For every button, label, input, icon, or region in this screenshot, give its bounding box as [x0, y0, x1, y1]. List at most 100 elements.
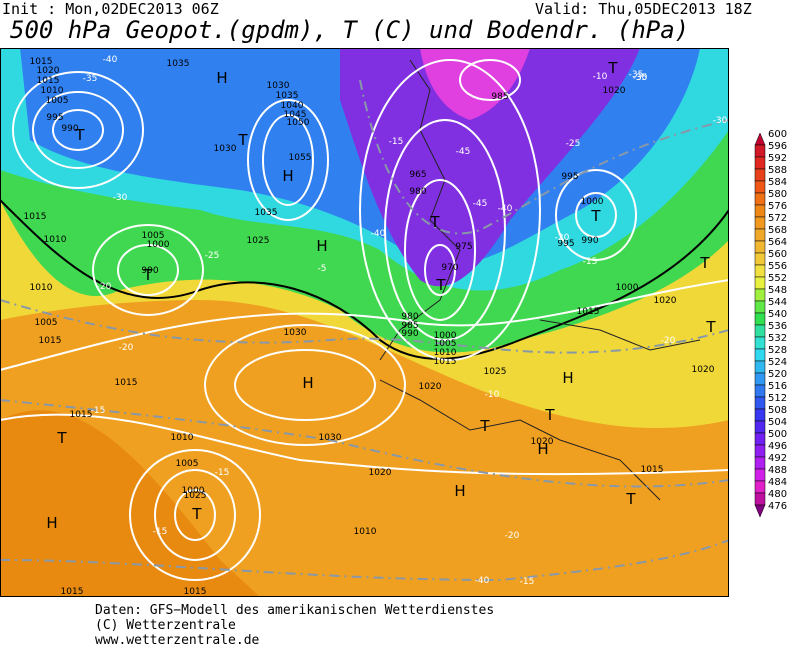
colorbar-cell	[754, 276, 766, 290]
isobar-label: 1020	[692, 365, 715, 375]
pressure-center: H	[454, 482, 465, 500]
isobar-label: 1050	[287, 118, 310, 128]
colorbar-label: 592	[768, 153, 787, 164]
colorbar-cell	[754, 504, 766, 518]
pressure-center: T	[607, 59, 618, 77]
isobar-label: 1035	[255, 208, 278, 218]
colorbar-cell	[754, 432, 766, 446]
isobar-label: 1015	[37, 76, 60, 86]
isobar-label: 975	[455, 242, 472, 252]
isobar-label: 1015	[30, 57, 53, 67]
colorbar-cell	[754, 324, 766, 338]
isobar-label: 1030	[284, 328, 307, 338]
isobar-label: 1000	[434, 331, 457, 341]
isobar-label: 995	[46, 113, 63, 123]
footer-line: Daten: GFS−Modell des amerikanischen Wet…	[95, 603, 495, 618]
magenta-region	[420, 48, 530, 120]
colorbar-label: 548	[768, 285, 787, 296]
map-labels: HHHHHHHHTTTTTTTTTTTTTT102010151010100599…	[24, 55, 728, 597]
isobar-label: 1000	[147, 240, 170, 250]
temperature-label: -15	[520, 577, 535, 587]
isobar-label: 995	[557, 239, 574, 249]
temperature-label: -20	[505, 531, 520, 541]
isotherms	[0, 79, 729, 582]
colorbar: 6005965925885845805765725685645605565525…	[754, 129, 787, 518]
colorbar-cell	[754, 144, 766, 158]
colorbar-label: 508	[768, 405, 787, 416]
temperature-label: -15	[389, 137, 404, 147]
colorbar-cell	[754, 456, 766, 470]
colorbar-label: 512	[768, 393, 787, 404]
colorbar-label: 580	[768, 189, 787, 200]
temperature-label: -10	[485, 390, 500, 400]
isobar-label: 1035	[276, 91, 299, 101]
isobar-label: 1015	[184, 587, 207, 597]
temperature-label: -40	[371, 229, 386, 239]
temperature-label: -20	[555, 233, 570, 243]
isobar-label: 985	[401, 321, 418, 331]
isobar-label: 1010	[171, 433, 194, 443]
colorbar-cell	[754, 468, 766, 482]
colorbar-cell	[754, 252, 766, 266]
temperature-label: -30	[113, 193, 128, 203]
colorbar-cell	[754, 168, 766, 182]
valid-time: Valid: Thu,05DEC2013 18Z	[535, 0, 752, 18]
colorbar-label: 564	[768, 237, 787, 248]
isobar-label: 1030	[319, 433, 342, 443]
isobar-label: 1000	[581, 197, 604, 207]
colorbar-cell	[754, 192, 766, 206]
pressure-center: T	[699, 254, 710, 272]
isobar-label: 1015	[39, 336, 62, 346]
pressure-center: T	[625, 490, 636, 508]
pressure-center: T	[191, 505, 202, 523]
isobar-label: 1000	[616, 283, 639, 293]
colorbar-label: 524	[768, 357, 787, 368]
isobar-label: 1020	[531, 437, 554, 447]
isobar-label: 1005	[142, 231, 165, 241]
temperature-label: -15	[583, 257, 598, 267]
isobar-label: 980	[401, 312, 418, 322]
colorbar-cell	[754, 228, 766, 242]
init-time: Init : Mon,02DEC2013 06Z	[2, 0, 219, 18]
isobar-label: 1000	[182, 486, 205, 496]
temperature-label: -20	[119, 343, 134, 353]
isobar-label: 1005	[35, 318, 58, 328]
isobar-label: 1010	[434, 348, 457, 358]
pressure-center: H	[216, 69, 227, 87]
pressure-center: T	[429, 213, 440, 231]
isobar-label: 1020	[654, 296, 677, 306]
temperature-label: -5	[318, 264, 327, 274]
pressure-center: H	[316, 237, 327, 255]
temperature-label: -35	[629, 70, 644, 80]
temperature-label: -30	[633, 73, 648, 83]
map-frame	[0, 48, 729, 597]
pressure-center: T	[56, 429, 67, 447]
colorbar-label: 480	[768, 489, 787, 500]
temperature-label: -15	[91, 406, 106, 416]
isobar-label: 1005	[434, 339, 457, 349]
colorbar-label: 576	[768, 201, 787, 212]
isobar-label: 1005	[176, 459, 199, 469]
colorbar-cell	[754, 408, 766, 422]
colorbar-label: 532	[768, 333, 787, 344]
temperature-label: -10	[593, 72, 608, 82]
isobar-label: 1015	[641, 465, 664, 475]
pressure-center: T	[74, 126, 85, 144]
isobars	[0, 59, 729, 581]
map-field: HHHHHHHHTTTTTTTTTTTTTT102010151010100599…	[0, 48, 729, 597]
isobar-label: 985	[491, 92, 508, 102]
colorbar-cell	[754, 336, 766, 350]
colorbar-label: 600	[768, 129, 787, 140]
isobar-label: 1020	[419, 382, 442, 392]
isobar-label: 1030	[267, 81, 290, 91]
colorbar-label: 544	[768, 297, 787, 308]
isobar-label: 1035	[167, 59, 190, 69]
colorbar-cell	[754, 300, 766, 314]
colorbar-label: 504	[768, 417, 787, 428]
colorbar-label: 560	[768, 249, 787, 260]
colorbar-label: 516	[768, 381, 787, 392]
temperature-label: -20	[97, 282, 112, 292]
temperature-label: -40	[475, 576, 490, 586]
isobar-label: 1045	[284, 110, 307, 120]
temperature-label: -35	[83, 74, 98, 84]
